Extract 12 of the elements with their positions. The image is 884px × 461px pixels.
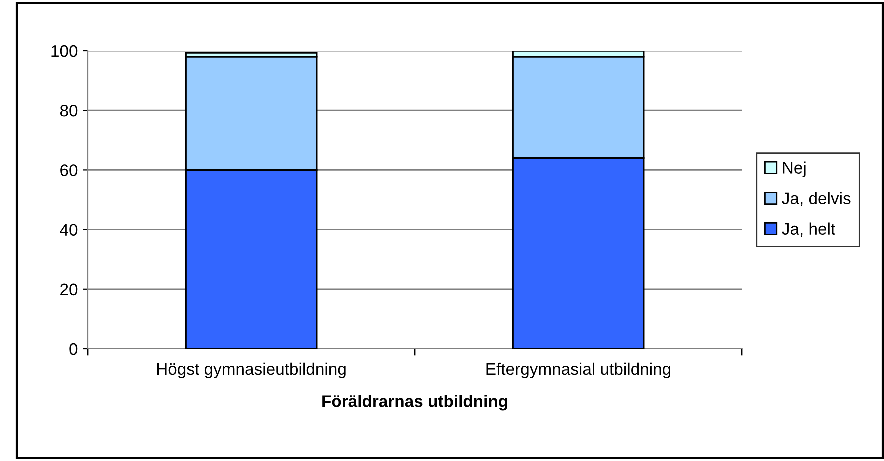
y-tick-label: 0 [70, 343, 78, 356]
legend-label: Nej [783, 162, 806, 178]
x-axis-title: Föräldrarnas utbildning [322, 395, 508, 411]
y-tick-label: 80 [60, 105, 78, 117]
legend-label: Ja, helt [782, 222, 836, 237]
x-tick-label: Högst gymnasieutbildning [157, 362, 346, 378]
y-tick-label: 60 [60, 164, 78, 176]
x-tick-label: Eftergymnasial utbildning [486, 362, 671, 378]
y-tick-label: 40 [60, 224, 78, 236]
y-tick-label: 20 [60, 284, 78, 296]
y-tick-label: 100 [52, 45, 78, 58]
legend-label: Ja, delvis [782, 192, 851, 206]
